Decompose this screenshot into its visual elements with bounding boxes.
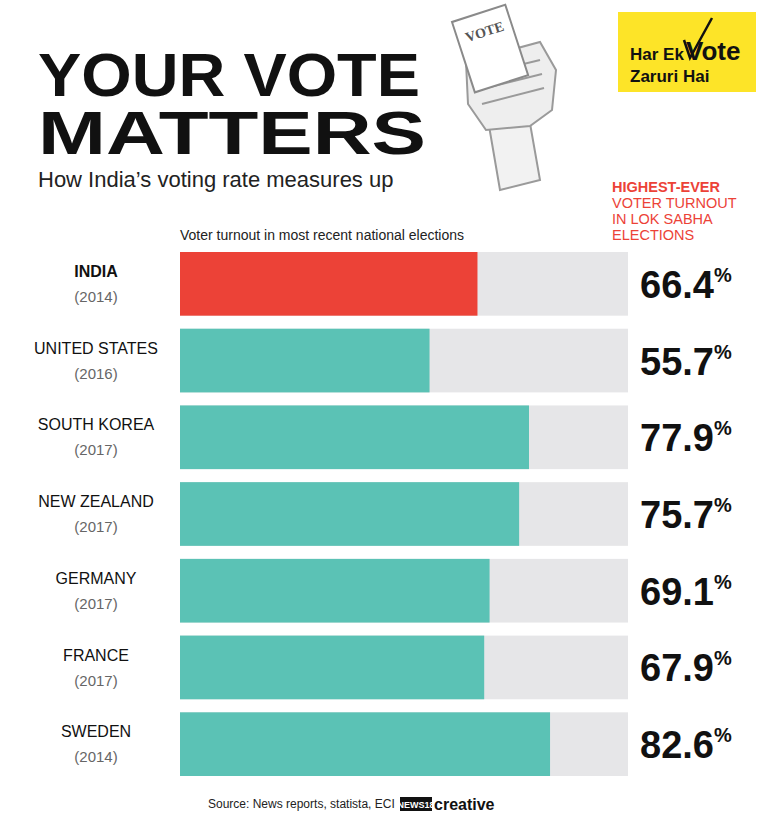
source: Source: News reports, statista, ECI [208, 797, 395, 811]
track [180, 329, 628, 393]
logo-box [618, 12, 756, 92]
logo-text: Zaruri Hai [630, 67, 709, 86]
axis-title: Voter turnout in most recent national el… [180, 227, 464, 243]
tick-label: NEW ZEALAND [38, 493, 154, 510]
tick-label: UNITED STATES [34, 340, 158, 357]
tracks [180, 252, 628, 776]
bar [180, 712, 550, 776]
icon-finger [482, 88, 544, 104]
tick-label: SOUTH KOREA [38, 416, 155, 433]
bar [180, 482, 519, 546]
tick-sublabel: (2017) [74, 518, 117, 535]
tick-sublabel: (2016) [74, 365, 117, 382]
tick-label: GERMANY [56, 570, 137, 587]
data-label: 77.9% [640, 417, 732, 459]
annotation: ELECTIONS [612, 227, 694, 243]
y-labels: INDIA (2014) UNITED STATES (2016) SOUTH KORE… [34, 263, 158, 765]
credit: NEWS18 [397, 800, 434, 810]
icon-paper: VOTE [452, 5, 528, 93]
data-label: 82.6% [640, 724, 732, 766]
track [180, 712, 628, 776]
tick-label: SWEDEN [61, 723, 131, 740]
icon-text: VOTE [464, 19, 506, 45]
track [180, 482, 628, 546]
tick-sublabel: (2014) [74, 748, 117, 765]
icon: VOTE [452, 5, 556, 190]
bar [180, 405, 529, 469]
bar [180, 559, 490, 623]
data-label: 75.7% [640, 494, 732, 536]
data-label: 66.4% [640, 264, 732, 306]
credit: creative [434, 796, 495, 813]
data-label: 55.7% [640, 341, 732, 383]
tick-sublabel: (2017) [74, 672, 117, 689]
annotation: HIGHEST-EVER [612, 179, 720, 195]
annotation: VOTER TURNOUT [612, 195, 737, 211]
data-label: 69.1% [640, 571, 732, 613]
track [180, 559, 628, 623]
bar [180, 252, 477, 316]
tick-label: FRANCE [63, 647, 129, 664]
chart: YOUR VOTEMATTERSHow India’s voting rate … [0, 0, 768, 827]
tick-sublabel: (2017) [74, 595, 117, 612]
subtitle: How India’s voting rate measures up [38, 167, 393, 192]
track [180, 405, 628, 469]
icon-paper-sheet [452, 5, 528, 93]
title: MATTERS [38, 98, 426, 167]
bar [180, 636, 484, 700]
data-labels: 66.4% 55.7% 77.9% 75.7% 69.1% 67.9% 82.6% [640, 264, 732, 766]
data-label: 67.9% [640, 647, 732, 689]
logo-text: Har Ek [630, 45, 684, 64]
bar [180, 329, 430, 393]
track [180, 252, 628, 316]
annotation: IN LOK SABHA [612, 211, 713, 227]
bars [180, 252, 550, 776]
tick-label: INDIA [74, 263, 118, 280]
logo-check [684, 18, 712, 58]
tick-sublabel: (2017) [74, 441, 117, 458]
track [180, 636, 628, 700]
tick-sublabel: (2014) [74, 288, 117, 305]
